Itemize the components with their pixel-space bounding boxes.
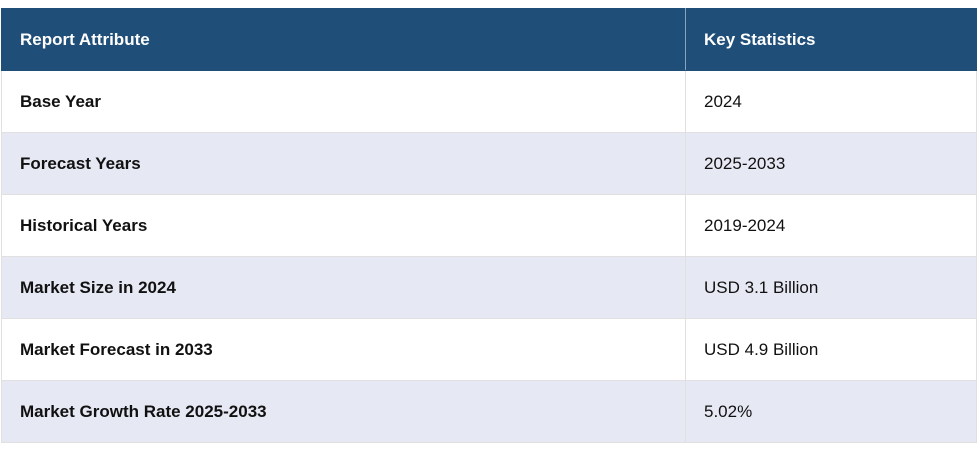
header-row: Report Attribute Key Statistics <box>1 8 977 71</box>
attribute-cell: Market Growth Rate 2025-2033 <box>1 380 686 443</box>
header-cell: Key Statistics <box>685 8 977 71</box>
header-cell: Report Attribute <box>1 8 686 71</box>
value-cell: 2019-2024 <box>685 194 977 257</box>
attribute-cell: Base Year <box>1 70 686 133</box>
value-cell: 2024 <box>685 70 977 133</box>
table-row: Base Year 2024 <box>1 70 977 133</box>
attribute-cell: Forecast Years <box>1 132 686 195</box>
value-cell: USD 3.1 Billion <box>685 256 977 319</box>
table-body: Base Year 2024 Forecast Years 2025-2033 Hist… <box>1 70 977 443</box>
attribute-cell: Historical Years <box>1 194 686 257</box>
table-row: Market Size in 2024 USD 3.1 Billion <box>1 256 977 319</box>
table-row: Forecast Years 2025-2033 <box>1 132 977 195</box>
value-cell: USD 4.9 Billion <box>685 318 977 381</box>
table-row: Market Forecast in 2033 USD 4.9 Billion <box>1 318 977 381</box>
attribute-cell: Market Forecast in 2033 <box>1 318 686 381</box>
value-cell: 5.02% <box>685 380 977 443</box>
report-table: Report Attribute Key Statistics Base Year… <box>1 8 977 443</box>
table-row: Market Growth Rate 2025-2033 5.02% <box>1 380 977 443</box>
attribute-cell: Market Size in 2024 <box>1 256 686 319</box>
table-row: Historical Years 2019-2024 <box>1 194 977 257</box>
value-cell: 2025-2033 <box>685 132 977 195</box>
